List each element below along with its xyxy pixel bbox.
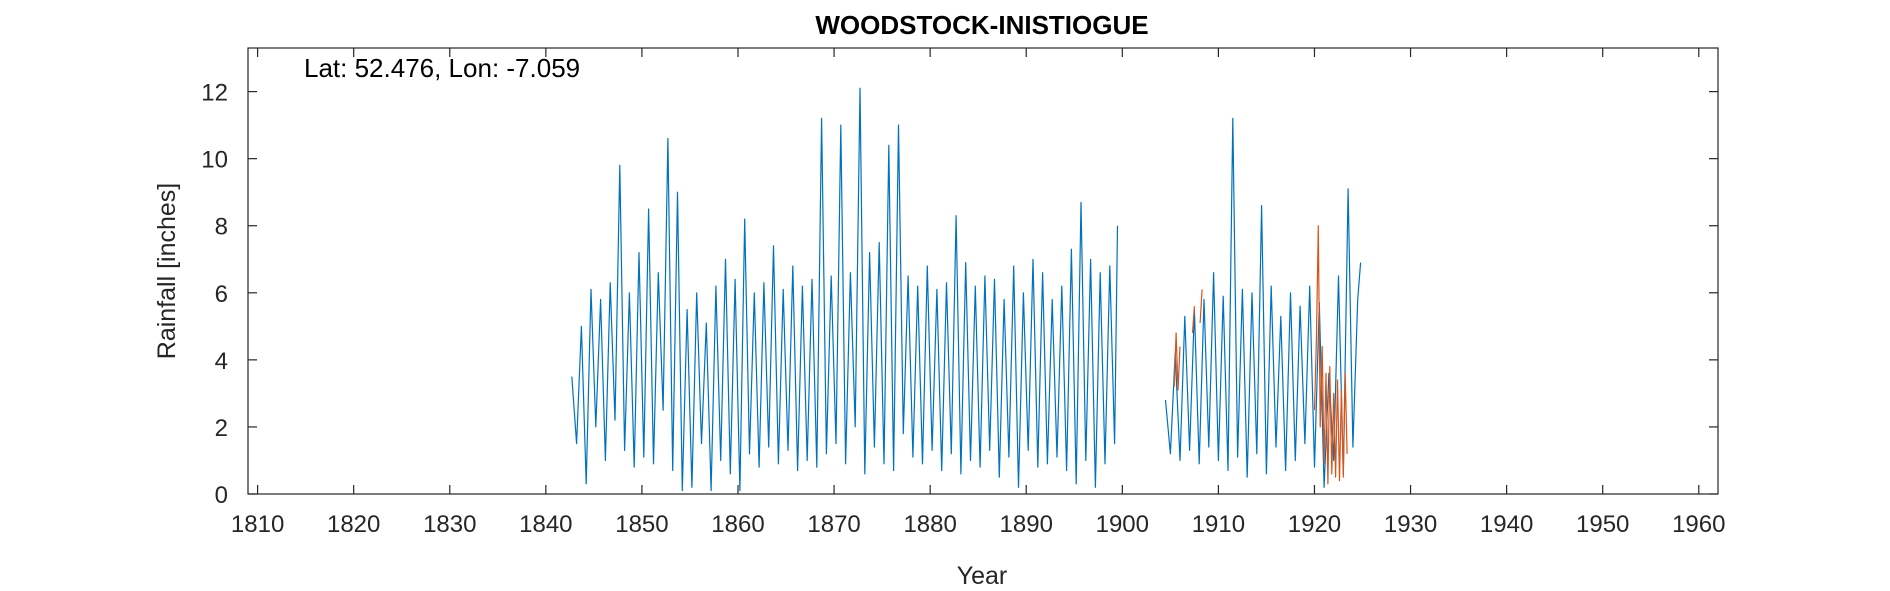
x-tick-label: 1860 — [711, 511, 764, 538]
x-tick-label: 1900 — [1096, 511, 1149, 538]
location-annotation: Lat: 52.476, Lon: -7.059 — [304, 53, 580, 83]
x-tick-label: 1950 — [1576, 511, 1629, 538]
y-tick-label: 0 — [215, 482, 228, 509]
y-tick-label: 12 — [201, 80, 228, 107]
x-tick-label: 1880 — [903, 511, 956, 538]
plot-frame — [247, 47, 1719, 495]
x-tick-label: 1930 — [1384, 511, 1437, 538]
x-tick-label: 1960 — [1672, 511, 1725, 538]
y-tick-label: 6 — [215, 281, 228, 308]
x-axis-label: Year — [957, 562, 1008, 590]
chart-title: WOODSTOCK-INISTIOGUE — [815, 10, 1148, 40]
series-1-line-1 — [571, 87, 1119, 492]
x-tick-label: 1850 — [615, 511, 668, 538]
series-2-line-1 — [1173, 332, 1181, 391]
plot-area — [248, 48, 1718, 494]
x-tick-label: 1940 — [1480, 511, 1533, 538]
x-tick-label: 1870 — [807, 511, 860, 538]
x-tick-label: 1920 — [1288, 511, 1341, 538]
axis-layer: 1810 1820 1830 1840 1850 1860 1870 1880 1890 1900… — [201, 47, 1725, 538]
y-tick-label: 4 — [215, 348, 228, 375]
series-2-line-3 — [1199, 289, 1203, 324]
x-tick-label: 1910 — [1192, 511, 1245, 538]
x-tick-label: 1820 — [327, 511, 380, 538]
series-2-line-2 — [1191, 306, 1195, 334]
y-tick-label: 2 — [215, 415, 228, 442]
x-tick-label: 1840 — [519, 511, 572, 538]
x-tick-label: 1830 — [423, 511, 476, 538]
y-tick-label: 8 — [215, 214, 228, 241]
y-tick-label: 10 — [201, 147, 228, 174]
series-layer — [571, 87, 1362, 492]
x-tick-label: 1890 — [1000, 511, 1053, 538]
y-axis-label: Rainfall [inches] — [153, 183, 181, 359]
series-2-line-4 — [1313, 225, 1348, 485]
x-tick-label: 1810 — [231, 511, 284, 538]
